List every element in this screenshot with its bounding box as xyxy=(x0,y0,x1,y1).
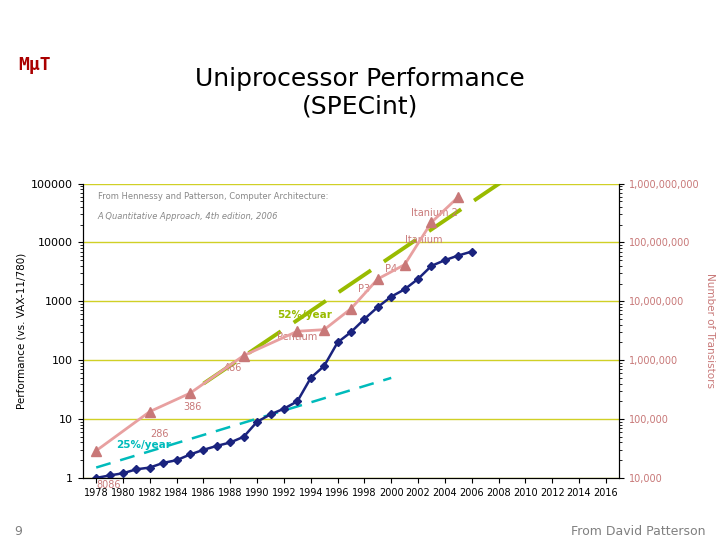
Text: 286: 286 xyxy=(150,429,168,440)
Text: 9: 9 xyxy=(14,524,22,538)
Text: From David Patterson: From David Patterson xyxy=(571,524,706,538)
Text: 486: 486 xyxy=(224,362,242,373)
Text: 25%/year: 25%/year xyxy=(117,440,171,450)
Text: 8086: 8086 xyxy=(96,480,121,490)
Text: Itanium: Itanium xyxy=(405,235,442,245)
Text: From Hennessy and Patterson, Computer Architecture:: From Hennessy and Patterson, Computer Ar… xyxy=(97,192,328,201)
Text: Uniprocessor Performance
(SPECint): Uniprocessor Performance (SPECint) xyxy=(195,67,525,119)
Text: Pentium: Pentium xyxy=(277,332,318,342)
Text: MμT: MμT xyxy=(18,56,50,74)
Y-axis label: Number of Transistors: Number of Transistors xyxy=(705,273,715,388)
Text: 52%/year: 52%/year xyxy=(277,310,332,320)
Text: P3: P3 xyxy=(358,284,370,294)
Text: P4: P4 xyxy=(384,264,397,274)
Text: Itanium 2: Itanium 2 xyxy=(411,208,458,218)
Text: 386: 386 xyxy=(184,402,202,412)
Y-axis label: Performance (vs. VAX-11/780): Performance (vs. VAX-11/780) xyxy=(17,253,27,409)
Text: A Quantitative Approach, 4th edition, 2006: A Quantitative Approach, 4th edition, 20… xyxy=(97,212,278,221)
